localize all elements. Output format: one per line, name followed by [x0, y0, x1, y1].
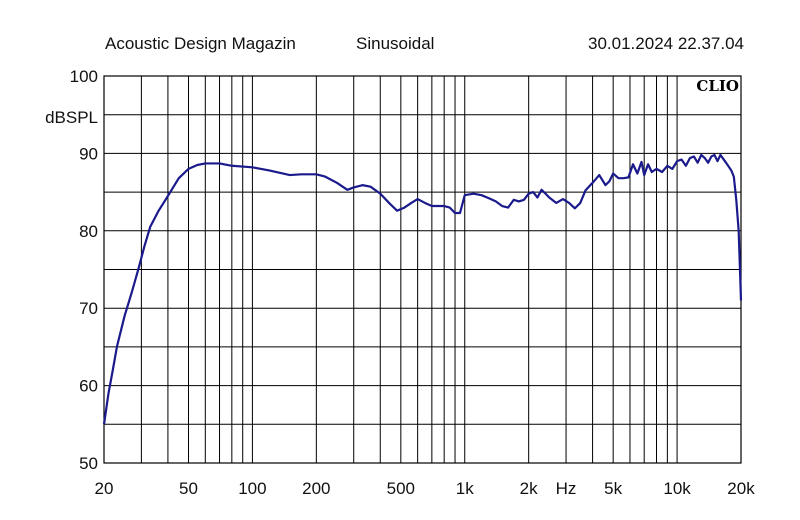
- x-tick-label: 20: [95, 479, 114, 498]
- y-tick-label: 70: [79, 299, 98, 318]
- x-tick-label: 200: [302, 479, 330, 498]
- x-tick-label: 100: [238, 479, 266, 498]
- y-tick-label: 60: [79, 377, 98, 396]
- y-tick-label: 90: [79, 144, 98, 163]
- y-axis-label: dBSPL: [45, 108, 98, 127]
- x-tick-label: 500: [387, 479, 415, 498]
- horizontal-grid: [104, 114, 741, 425]
- x-tick-label: 5k: [604, 479, 622, 498]
- y-tick-label: 100: [70, 67, 98, 86]
- y-tick-label: 50: [79, 454, 98, 473]
- spl-response-line: [102, 153, 743, 425]
- y-tick-label: 80: [79, 222, 98, 241]
- header-mode: Sinusoidal: [356, 34, 435, 53]
- x-tick-label: 20k: [727, 479, 755, 498]
- header-timestamp: 30.01.2024 22.37.04: [588, 34, 744, 53]
- x-axis-ticks: 20 50 100 200 500 1k 2k 5k 10k 20k Hz: [95, 479, 756, 498]
- y-axis-ticks: 100 90 80 70 60 50: [70, 67, 98, 473]
- x-tick-label: 50: [179, 479, 198, 498]
- x-tick-label: 2k: [520, 479, 538, 498]
- x-tick-label: 10k: [663, 479, 691, 498]
- clio-brand-label: CLIO: [696, 77, 739, 95]
- x-tick-label: 1k: [456, 479, 474, 498]
- x-axis-label: Hz: [556, 479, 577, 498]
- header-source: Acoustic Design Magazin: [105, 34, 296, 53]
